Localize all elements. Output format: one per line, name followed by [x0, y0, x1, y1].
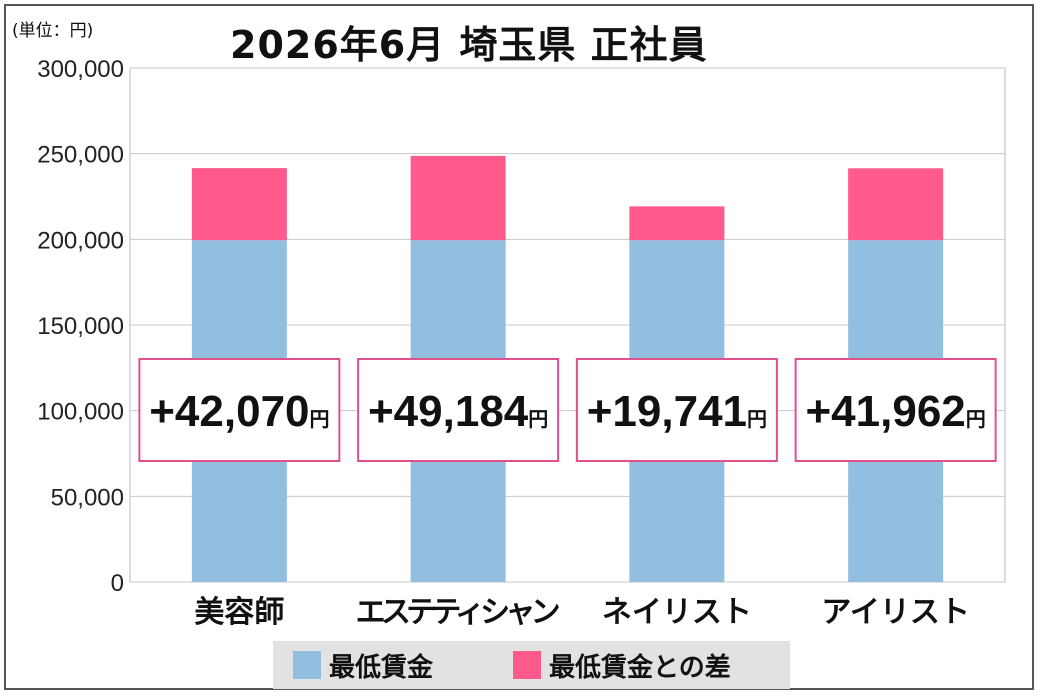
- diff-label-box: [138, 358, 341, 462]
- diff-label: +41,962円: [805, 387, 985, 436]
- x-category-label: エステティシャン: [356, 595, 561, 630]
- x-category-label: 美容師: [194, 595, 284, 630]
- legend-label: 最低賃金との差: [549, 652, 731, 683]
- x-category-label: ネイリスト: [602, 595, 752, 630]
- y-tick-label: 200,000: [37, 227, 124, 254]
- bar-wage-diff: [410, 155, 506, 241]
- legend-swatch-wage-diff: [513, 651, 541, 679]
- diff-label-box: [357, 358, 560, 462]
- diff-label: +49,184円: [368, 387, 548, 436]
- legend-swatch-min-wage: [293, 651, 321, 679]
- y-tick-label: 250,000: [37, 142, 124, 169]
- y-tick-label: 300,000: [37, 56, 124, 83]
- unit-label: (単位：円): [12, 21, 94, 41]
- chart-title: 2026年6月 埼玉県 正社員: [230, 23, 708, 67]
- legend-label: 最低賃金: [329, 652, 434, 683]
- diff-label: +42,070円: [149, 387, 329, 436]
- diff-label: +19,741円: [587, 387, 767, 436]
- bar-wage-diff: [191, 168, 287, 241]
- y-tick-label: 50,000: [51, 484, 124, 511]
- diff-label-box: [794, 358, 997, 462]
- diff-label-box: [575, 358, 778, 462]
- x-category-label: アイリスト: [821, 595, 970, 630]
- bar-wage-diff: [629, 206, 725, 241]
- y-tick-label: 100,000: [37, 399, 124, 426]
- y-tick-label: 0: [111, 570, 124, 597]
- y-tick-label: 150,000: [37, 313, 124, 340]
- bar-wage-diff: [848, 168, 944, 241]
